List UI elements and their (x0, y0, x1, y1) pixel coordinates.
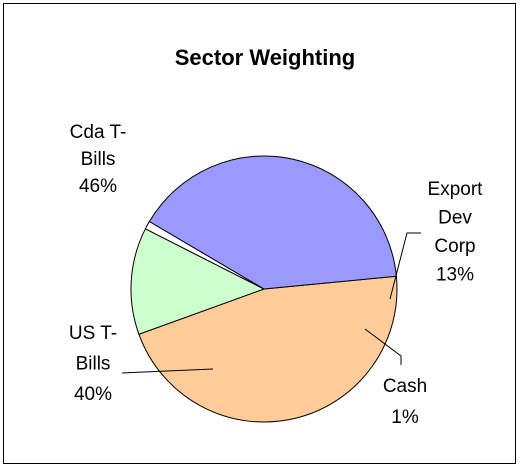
data-label: US T-Bills 40% (69, 323, 117, 405)
pie-slice-cda-t-bills (138, 275, 398, 423)
leader-line (121, 368, 214, 374)
pie-slice-export-dev-corp (130, 228, 266, 335)
data-label: Cash 1% (383, 376, 427, 428)
leader-line (364, 328, 402, 365)
pie-slice-us-t-bills (148, 155, 397, 290)
chart-title: Sector Weighting (175, 45, 356, 70)
data-label: Export Dev Corp 13% (428, 179, 484, 286)
data-label: Cda T-Bills 46% (70, 122, 127, 197)
leader-line (389, 232, 421, 300)
